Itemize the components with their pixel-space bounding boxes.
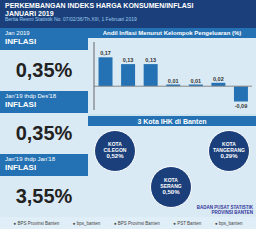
html-text:3 Kota IHK di Banten: 3 Kota IHK di Banten [137, 117, 207, 125]
html-text:KOTA: KOTA [108, 140, 122, 147]
html-text:● PST Banten: ● PST Banten [173, 220, 202, 226]
svg-text:-0,09: -0,09 [235, 103, 248, 109]
html-text:0,29%: 0,29% [220, 153, 238, 160]
html-text:INFLASI: INFLASI [5, 162, 37, 172]
svg-text:0,13: 0,13 [123, 57, 134, 63]
html-text:● BPS Provinsi Banten: ● BPS Provinsi Banten [13, 220, 60, 226]
html-text:KOTA: KOTA [164, 176, 178, 183]
svg-text:0,01: 0,01 [168, 78, 179, 84]
html-text:PROVINSI BANTEN: PROVINSI BANTEN [211, 209, 253, 215]
html-text:3,55%: 3,55% [15, 185, 73, 207]
svg-text:0,13: 0,13 [145, 57, 156, 63]
html-text:Berita Resmi Statistik No. 07/: Berita Resmi Statistik No. 07/02/36/Th.X… [5, 16, 137, 23]
html-text:PERKEMBANGAN INDEKS HARGA KONS: PERKEMBANGAN INDEKS HARGA KONSUMEN/INFLA… [5, 2, 194, 9]
svg-text:0,17: 0,17 [100, 50, 111, 56]
html-text:SERANG: SERANG [160, 182, 182, 189]
html-text:0,35%: 0,35% [15, 122, 73, 144]
html-text:0,50%: 0,50% [162, 189, 180, 196]
html-text:BADAN PUSAT STATISTIK: BADAN PUSAT STATISTIK [196, 204, 253, 210]
html-text:● bps_banten: ● bps_banten [72, 220, 101, 226]
html-text:0,35%: 0,35% [15, 59, 73, 81]
html-text:CILEGON: CILEGON [103, 146, 127, 153]
html-text:0,52%: 0,52% [106, 153, 124, 160]
html-text:Jan 2019: Jan 2019 [5, 30, 30, 36]
html-text:INFLASI: INFLASI [5, 99, 37, 109]
html-text:KOTA: KOTA [222, 140, 236, 147]
svg-text:0,01: 0,01 [190, 78, 201, 84]
html-text:● BPS Provinsi Banten: ● BPS Provinsi Banten [113, 220, 160, 226]
html-text:Andil Inflasi Menurut Kelompok: Andil Inflasi Menurut Kelompok Pengeluar… [102, 30, 242, 36]
svg-text:0,02: 0,02 [213, 76, 224, 82]
html-text:INFLASI: INFLASI [5, 36, 37, 46]
html-text:● bps_banten: ● bps_banten [214, 220, 243, 226]
html-text:JANUARI 2019: JANUARI 2019 [5, 9, 54, 17]
html-text:Jan'19 thdp Des'18: Jan'19 thdp Des'18 [5, 93, 56, 99]
html-text:TANGERANG: TANGERANG [213, 146, 245, 153]
html-text:Jan'19 thdp Jan'18: Jan'19 thdp Jan'18 [5, 156, 55, 162]
